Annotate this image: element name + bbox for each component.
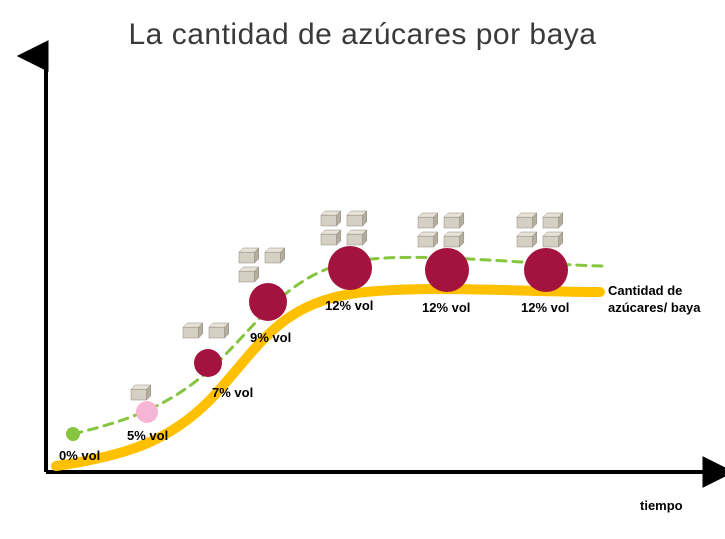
sugar-cube-icon	[238, 247, 260, 264]
value-label-p2: 7% vol	[212, 385, 253, 400]
x-axis-label: tiempo	[640, 498, 683, 513]
sugar-cube-icon	[182, 322, 204, 339]
data-point-p3	[249, 283, 287, 321]
sugar-cube-icon	[346, 229, 368, 246]
sugar-cube-icon	[346, 210, 368, 227]
sugar-cube-icon	[320, 229, 342, 246]
data-point-p2	[194, 349, 222, 377]
data-point-p0	[66, 427, 80, 441]
sugar-cube-icon	[516, 212, 538, 229]
legend-line2: azúcares/ baya	[608, 300, 701, 315]
data-point-p1	[136, 401, 158, 423]
sugar-cube-icon	[417, 231, 439, 248]
sugar-cube-icon	[443, 212, 465, 229]
sugar-cube-icon	[130, 384, 152, 401]
sugar-cube-icon	[542, 212, 564, 229]
value-label-p3: 9% vol	[250, 330, 291, 345]
sugar-cube-icon	[320, 210, 342, 227]
value-label-p1: 5% vol	[127, 428, 168, 443]
legend-label: Cantidad de azúcares/ baya	[608, 283, 701, 317]
value-label-p0: 0% vol	[59, 448, 100, 463]
legend-line1: Cantidad de	[608, 283, 682, 298]
data-point-p5	[425, 248, 469, 292]
value-label-p5: 12% vol	[422, 300, 470, 315]
sugar-cube-icon	[516, 231, 538, 248]
sugar-cube-icon	[417, 212, 439, 229]
sugar-cube-icon	[238, 266, 260, 283]
sugar-cube-icon	[264, 247, 286, 264]
sugar-cube-icon	[443, 231, 465, 248]
data-point-p6	[524, 248, 568, 292]
sugar-cube-icon	[208, 322, 230, 339]
sugar-cube-icon	[542, 231, 564, 248]
value-label-p6: 12% vol	[521, 300, 569, 315]
data-point-p4	[328, 246, 372, 290]
value-label-p4: 12% vol	[325, 298, 373, 313]
chart-svg	[0, 0, 725, 539]
